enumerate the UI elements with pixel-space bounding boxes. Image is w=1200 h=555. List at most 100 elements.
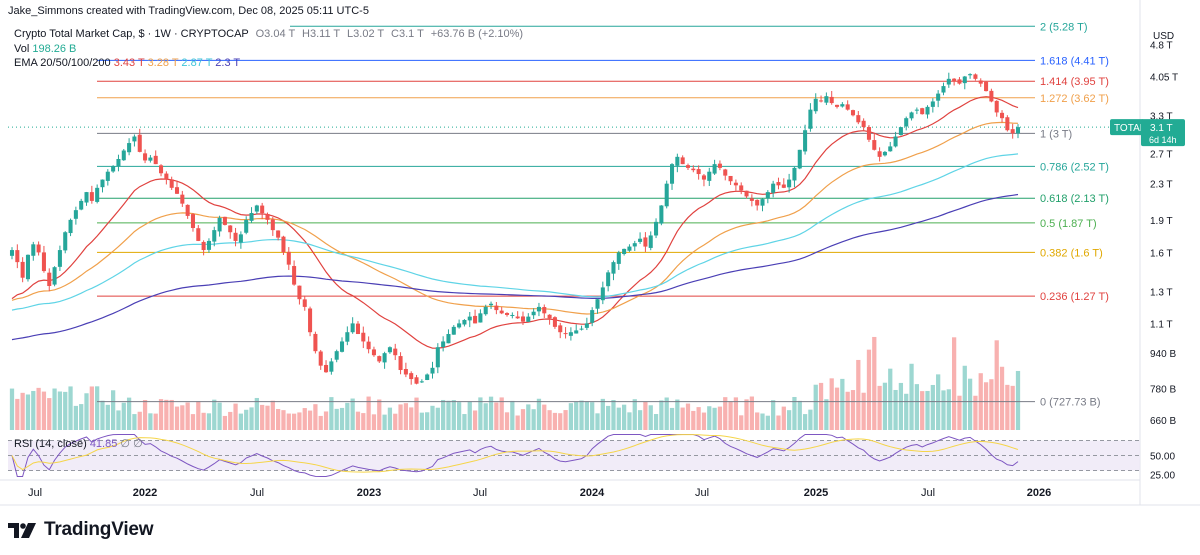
candle-body [1005, 117, 1010, 131]
candle [127, 138, 132, 156]
time-axis-label: Jul [250, 487, 264, 499]
symbol-tag: TOTAL [1114, 123, 1146, 134]
volume-bar [856, 359, 861, 430]
volume-bar [441, 399, 446, 430]
candle [819, 95, 824, 103]
volume-bar [20, 392, 25, 430]
volume-bar [47, 398, 52, 430]
volume-bar [100, 400, 105, 430]
candle [808, 103, 813, 132]
candle [771, 180, 776, 198]
volume-bar [355, 411, 361, 430]
volume-bar [238, 413, 244, 430]
candle-body [127, 143, 132, 153]
candle [611, 260, 616, 281]
candle [898, 127, 903, 136]
candle [478, 309, 483, 323]
candle [292, 260, 297, 286]
symbol-legend[interactable]: Crypto Total Market Cap, $ · 1W · CRYPTO… [14, 28, 523, 40]
candle-body [414, 377, 419, 384]
candle-body [148, 157, 153, 161]
volume-bar [196, 401, 201, 430]
candle [329, 358, 334, 375]
volume-bar [536, 398, 542, 430]
rsi-legend[interactable]: RSI (14, close) 41.85 ∅ ∅ [14, 437, 143, 450]
ema100-value: 2.87 T [181, 57, 213, 69]
candle [850, 109, 856, 117]
candle [749, 194, 754, 207]
volume-bar [760, 413, 765, 430]
candle-body [36, 244, 41, 253]
price-axis-label: 1.9 T [1150, 216, 1173, 227]
volume-bar [265, 405, 270, 430]
candle-body [228, 225, 233, 233]
candle-body [318, 351, 323, 366]
candle [866, 125, 871, 143]
candle-body [329, 361, 334, 372]
fib-level-label: 1.272 (3.62 T) [1040, 93, 1109, 105]
volume-bar [419, 412, 424, 430]
ema50-value: 3.28 T [147, 57, 179, 69]
volume-bar [898, 382, 904, 430]
candle-body [792, 167, 797, 181]
volume-bar [41, 391, 47, 430]
candle-body [877, 151, 882, 157]
candle-body [866, 127, 871, 140]
volume-bar [270, 400, 275, 430]
volume-bar [153, 413, 158, 430]
candle [531, 308, 536, 319]
tradingview-logo-text: TradingView [44, 519, 154, 540]
candle-body [68, 219, 73, 234]
candle-body [473, 315, 478, 324]
volume-bar [323, 411, 329, 430]
candle-body [63, 232, 68, 251]
candle [654, 218, 659, 239]
tradingview-logo[interactable]: TradingView [8, 519, 154, 541]
candle [105, 169, 110, 186]
candle [382, 351, 387, 369]
candle-body [829, 96, 834, 104]
volume-bar [297, 412, 302, 430]
fib-level-label: 1 (3 T) [1040, 128, 1072, 140]
candle-body [25, 254, 30, 280]
ema-lines [11, 96, 1019, 349]
candle [994, 100, 999, 117]
volume-bar [840, 378, 845, 430]
candle-body [217, 217, 222, 232]
candle [185, 204, 190, 219]
volume-bar [632, 399, 637, 430]
candle-body [350, 323, 355, 333]
candle [169, 176, 174, 190]
candle-body [536, 306, 541, 312]
time-axis-label: 2023 [357, 487, 381, 499]
candle [712, 159, 717, 175]
time-axis-label: Jul [921, 487, 935, 499]
candle-body [222, 216, 227, 225]
ohlc-high-label: H [302, 28, 310, 40]
candle-body [489, 303, 494, 306]
volume-label: Vol [14, 43, 30, 55]
candle [393, 343, 398, 361]
candle-body [292, 266, 297, 285]
candle-body [95, 187, 100, 202]
candle [462, 319, 467, 327]
volume-bar [36, 387, 41, 430]
volume-bar [872, 336, 877, 430]
candle-body [174, 187, 180, 194]
candle [132, 134, 137, 147]
volume-bar [744, 399, 749, 430]
volume-bar [904, 393, 909, 430]
candle-body [153, 155, 158, 165]
volume-bar [291, 413, 297, 430]
candle [324, 360, 329, 373]
volume-legend[interactable]: Vol 198.26 B [14, 43, 76, 55]
candle [526, 313, 531, 323]
candle-body [52, 267, 57, 285]
ema-legend[interactable]: EMA 20/50/100/200 3.43 T 3.28 T 2.87 T 2… [14, 57, 240, 69]
candle [829, 90, 834, 105]
candle [547, 314, 552, 325]
candle [701, 173, 706, 187]
volume-bar [882, 382, 888, 430]
candle [419, 379, 424, 383]
